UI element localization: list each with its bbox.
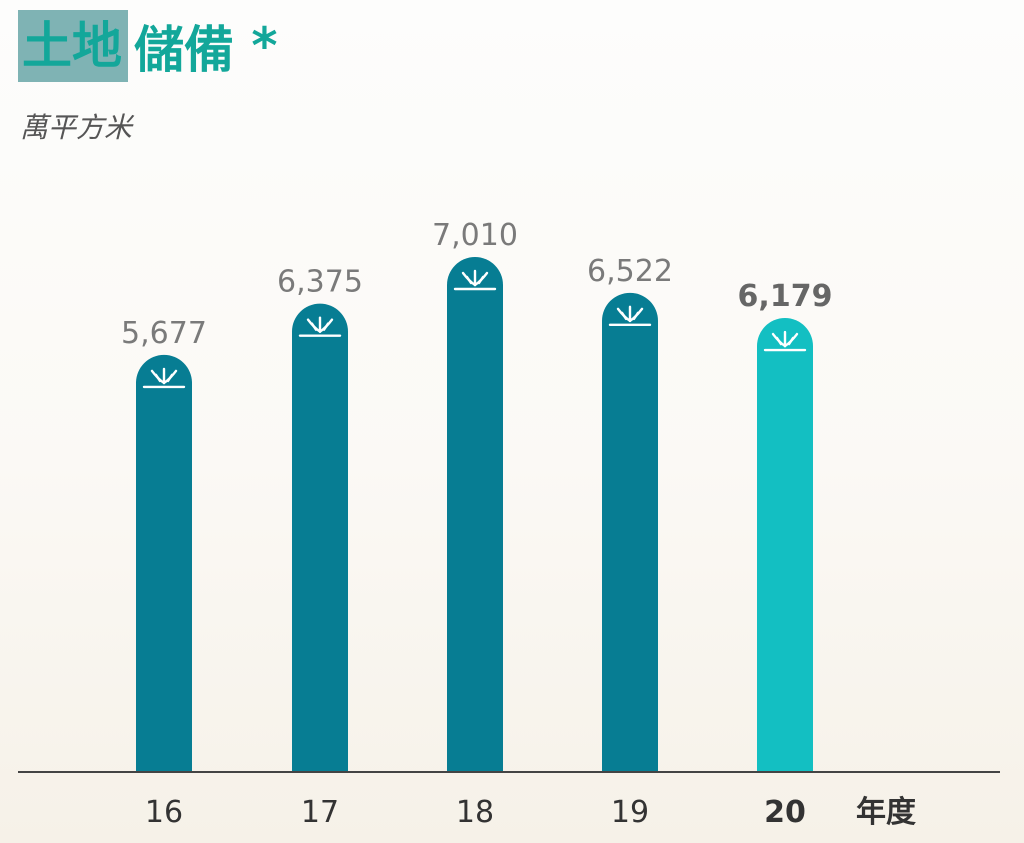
sprout-icon xyxy=(453,269,497,291)
sprout-icon xyxy=(608,305,652,327)
bar-group-16: 5,677 16 xyxy=(121,316,207,830)
chart-title-rest: 儲備 xyxy=(134,21,234,79)
bar-16 xyxy=(136,354,192,772)
bar-18 xyxy=(447,257,503,772)
sprout-icon-sprig-left xyxy=(620,311,628,321)
x-axis-unit-label: 年度 xyxy=(856,795,916,830)
bar-19 xyxy=(602,292,658,772)
x-tick-label-19: 19 xyxy=(611,795,649,830)
data-label-17: 6,375 xyxy=(277,265,363,300)
sprout-icon-sprig-left xyxy=(465,275,473,285)
chart-title-mark: * xyxy=(251,17,278,75)
x-tick-label-16: 16 xyxy=(145,795,183,830)
sprout-icon-sprig-right xyxy=(787,336,795,346)
bar-group-20: 6,179 20 xyxy=(738,279,833,830)
chart-title: 土地 儲備 * xyxy=(18,10,278,82)
sprout-icon-sprig-left xyxy=(775,336,783,346)
data-label-18: 7,010 xyxy=(432,218,518,253)
data-label-20: 6,179 xyxy=(738,279,833,314)
sprout-icon xyxy=(763,330,807,352)
unit-label: 萬平方米 xyxy=(20,111,133,144)
bar-group-18: 7,010 18 xyxy=(432,218,518,830)
bar-group-19: 6,522 19 xyxy=(587,254,673,830)
sprout-icon xyxy=(142,367,186,389)
chart-title-highlight: 土地 xyxy=(18,10,128,82)
bar-group-17: 6,375 17 xyxy=(277,265,363,830)
data-label-19: 6,522 xyxy=(587,254,673,289)
x-tick-label-18: 18 xyxy=(456,795,494,830)
x-tick-label-17: 17 xyxy=(301,795,339,830)
sprout-icon xyxy=(298,316,342,337)
sprout-icon-sprig-right xyxy=(477,275,485,285)
x-tick-label-20: 20 xyxy=(764,795,806,830)
sprout-icon-sprig-right xyxy=(166,373,174,383)
sprout-icon-sprig-right xyxy=(322,322,330,331)
data-label-16: 5,677 xyxy=(121,316,207,351)
sprout-icon-sprig-left xyxy=(310,322,318,331)
bar-17 xyxy=(292,303,348,772)
bar-20 xyxy=(757,318,813,772)
sprout-icon-sprig-right xyxy=(632,311,640,321)
sprout-icon-sprig-left xyxy=(154,373,162,383)
